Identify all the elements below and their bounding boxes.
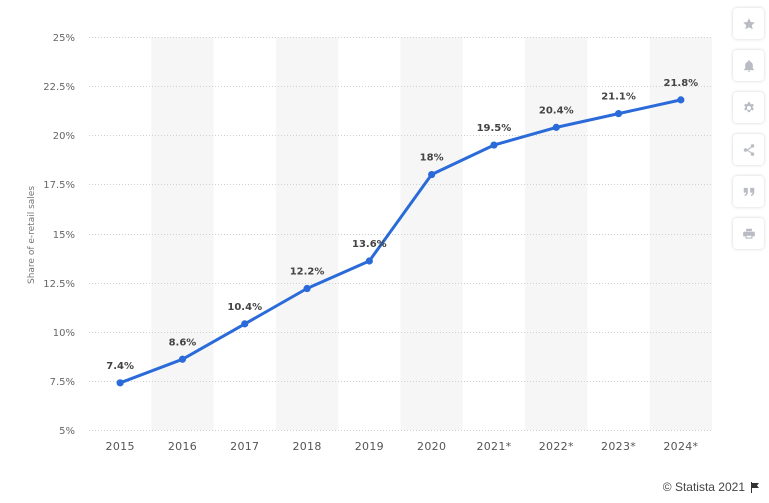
data-label: 12.2% — [290, 267, 325, 278]
grid-lines — [89, 37, 712, 431]
data-label: 7.4% — [106, 361, 134, 372]
band-2024* — [649, 37, 712, 430]
chart-toolbar — [733, 8, 765, 260]
data-label: 8.6% — [169, 337, 197, 348]
y-tick-label: 22.5% — [43, 82, 75, 93]
y-tick-label: 15% — [53, 230, 75, 241]
x-tick-label: 2015 — [106, 440, 135, 453]
data-label: 21.8% — [663, 78, 698, 89]
data-label: 21.1% — [601, 92, 636, 103]
data-labels: 7.4% 8.6% 10.4% 12.2% 13.6% 18% 19.5% 20.4% 21.1… — [106, 78, 698, 372]
flag-icon — [751, 481, 759, 493]
y-tick-label: 12.5% — [43, 279, 75, 290]
y-axis-title: Share of e-retail sales — [27, 186, 37, 284]
y-tick-label: 5% — [59, 426, 75, 437]
share-icon — [743, 143, 754, 156]
x-tick-label: 2021* — [476, 440, 511, 453]
settings-button[interactable] — [733, 92, 764, 123]
data-label: 19.5% — [477, 123, 512, 134]
data-point-2019[interactable] — [365, 257, 373, 265]
quote-icon — [743, 187, 754, 196]
print-icon — [742, 228, 755, 239]
data-label: 10.4% — [227, 302, 262, 313]
credit-text: © Statista 2021 — [662, 480, 745, 494]
x-tick-label: 2024* — [663, 440, 698, 453]
gear-icon — [743, 101, 754, 112]
x-tick-label: 2020 — [417, 440, 446, 453]
band-2022* — [525, 37, 588, 430]
series-line — [118, 98, 683, 385]
data-label: 13.6% — [352, 239, 387, 250]
data-point-2018[interactable] — [303, 284, 311, 293]
data-point-2015[interactable] — [116, 379, 124, 387]
data-point-2017[interactable] — [241, 320, 249, 328]
share-button[interactable] — [733, 134, 764, 165]
star-icon — [742, 17, 755, 29]
data-label: 20.4% — [539, 105, 574, 116]
x-tick-label: 2016 — [168, 440, 197, 453]
source-credit[interactable]: © Statista 2021 — [663, 480, 760, 494]
print-button[interactable] — [733, 218, 764, 249]
y-tick-label: 10% — [53, 328, 75, 339]
data-point-2023*[interactable] — [614, 110, 623, 118]
cite-button[interactable] — [733, 176, 764, 207]
data-point-2020[interactable] — [428, 170, 436, 179]
line-chart: 5%7.5%10%12.5%15%17.5%20%22.5%25% 2015 20… — [27, 33, 712, 453]
y-tick-label: 17.5% — [43, 180, 75, 191]
x-tick-label: 2018 — [292, 440, 321, 453]
y-tick-label: 20% — [53, 131, 75, 142]
notification-button[interactable] — [733, 50, 764, 81]
y-tick-label: 7.5% — [50, 377, 75, 388]
x-tick-label: 2023* — [601, 440, 636, 453]
favorite-button[interactable] — [733, 8, 764, 39]
background-bands — [151, 37, 712, 430]
y-tick-label: 25% — [53, 33, 75, 44]
band-2018 — [275, 37, 339, 430]
data-point-2024*[interactable] — [677, 96, 685, 104]
x-axis-ticks: 2015 2016 2017 2018 2019 2020 2021* 2022* 2023* 2… — [106, 440, 699, 453]
data-point-2021*[interactable] — [490, 141, 498, 149]
y-axis-ticks: 5% 7.5% 10% 12.5% 15% 17.5% 20% 22.5% 25% — [43, 33, 75, 437]
band-2016 — [151, 37, 214, 430]
x-tick-label: 2019 — [355, 440, 384, 453]
data-point-2022*[interactable] — [552, 123, 560, 131]
band-2020 — [400, 37, 463, 430]
x-tick-label: 2017 — [230, 440, 259, 453]
data-point-2016[interactable] — [178, 355, 187, 363]
bell-icon — [743, 59, 754, 72]
data-label: 18% — [420, 153, 444, 164]
x-tick-label: 2022* — [539, 440, 574, 453]
series-share-of-e-retail-sales — [116, 96, 685, 387]
